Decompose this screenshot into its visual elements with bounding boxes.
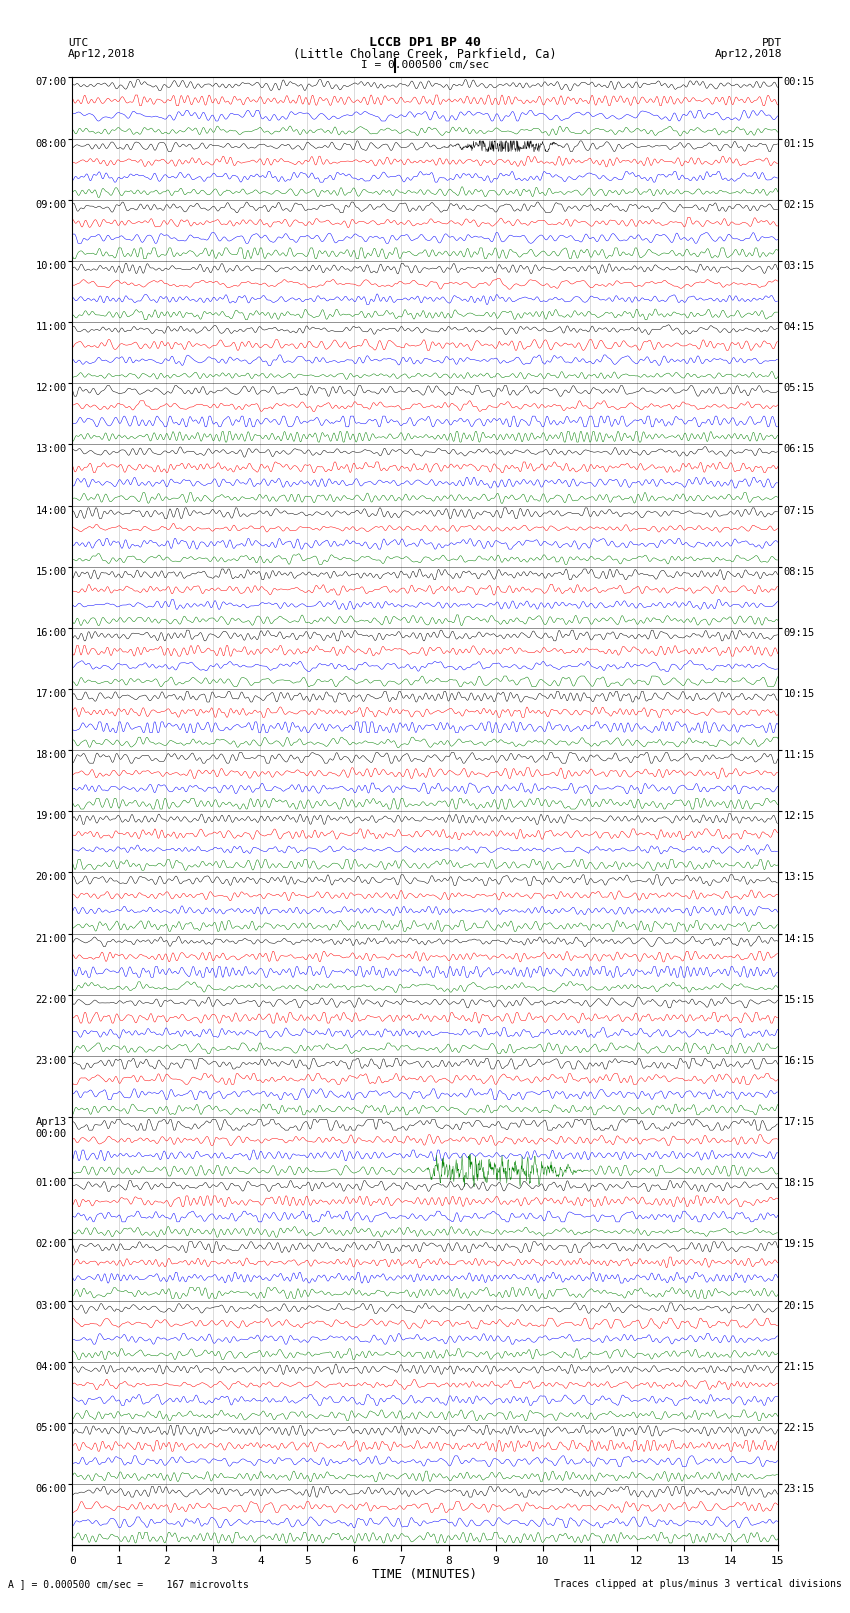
Text: Traces clipped at plus/minus 3 vertical divisions: Traces clipped at plus/minus 3 vertical … bbox=[553, 1579, 842, 1589]
Text: LCCB DP1 BP 40: LCCB DP1 BP 40 bbox=[369, 35, 481, 50]
Text: Apr12,2018: Apr12,2018 bbox=[68, 48, 135, 60]
Text: I = 0.000500 cm/sec: I = 0.000500 cm/sec bbox=[361, 60, 489, 71]
Text: (Little Cholane Creek, Parkfield, Ca): (Little Cholane Creek, Parkfield, Ca) bbox=[293, 47, 557, 61]
Text: Apr12,2018: Apr12,2018 bbox=[715, 48, 782, 60]
Text: UTC: UTC bbox=[68, 37, 88, 48]
X-axis label: TIME (MINUTES): TIME (MINUTES) bbox=[372, 1568, 478, 1581]
Text: A ] = 0.000500 cm/sec =    167 microvolts: A ] = 0.000500 cm/sec = 167 microvolts bbox=[8, 1579, 249, 1589]
Text: PDT: PDT bbox=[762, 37, 782, 48]
